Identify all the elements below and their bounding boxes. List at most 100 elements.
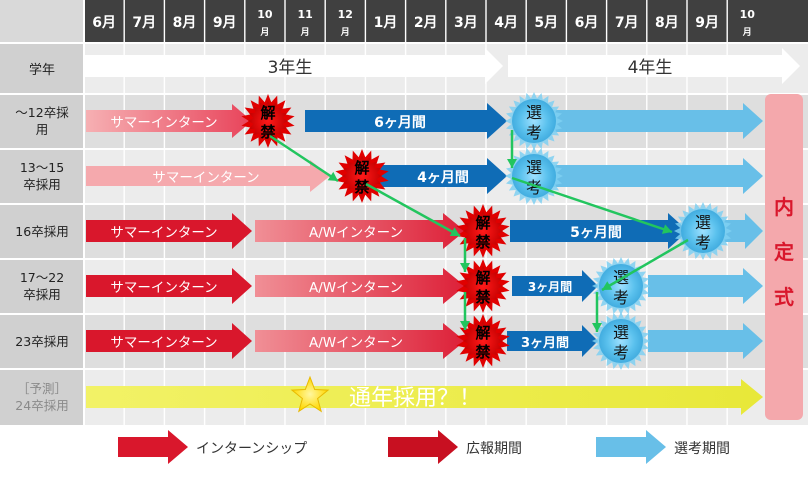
selection-period-arrow (545, 103, 763, 139)
pr-period-label: 3ヶ月間 (528, 280, 572, 294)
month-header-unit: 月 (259, 27, 269, 38)
kaikin-label: 解 (354, 159, 369, 177)
naitei-label: 式 (774, 285, 794, 309)
year-round-arrow (86, 379, 763, 415)
kaikin-label: 解 (475, 324, 490, 342)
row-label: 卒採用 (23, 177, 61, 192)
kaikin-label: 禁 (354, 178, 369, 196)
month-header: 8月 (173, 15, 197, 31)
month-header: 7月 (132, 15, 156, 31)
senko-label: 考 (613, 288, 629, 307)
selection-period-arrow (545, 158, 763, 194)
selection-shift-connector (601, 238, 689, 292)
row-label-bg (0, 259, 84, 314)
senko-label: 考 (695, 233, 711, 252)
row-label: 24卒採用 (15, 398, 68, 413)
summer-internship-arrow (86, 160, 330, 192)
senko-circle (599, 264, 643, 308)
month-header: 6月 (92, 15, 116, 31)
summer-internship-label: サマーインターン (110, 115, 217, 131)
senko-circle (599, 319, 643, 363)
legend-pr-label: 広報期間 (466, 441, 522, 457)
row-label: 〜12卒採 (15, 105, 69, 120)
kaikin-burst-inner (463, 266, 503, 306)
pr-period-label: 4ヶ月間 (417, 170, 469, 186)
month-header: 3月 (454, 15, 478, 31)
kaikin-shift-connector-head (449, 227, 460, 236)
summer-internship-label: サマーインターン (110, 225, 217, 241)
fourth-year-arrow (508, 48, 800, 84)
pr-period-label: 6ヶ月間 (374, 115, 426, 131)
row-label-bg (0, 369, 84, 426)
row-label-bg (0, 43, 84, 94)
pr-period-arrow (305, 103, 507, 139)
month-header: 1月 (374, 15, 398, 31)
senko-label: 選 (526, 103, 542, 122)
kaikin-burst-inner (463, 321, 503, 361)
row-label-bg (0, 314, 84, 369)
summer-internship-arrow (86, 323, 252, 359)
senko-circle (681, 209, 725, 253)
kaikin-label: 禁 (475, 288, 490, 306)
aw-internship-arrow (255, 268, 465, 304)
pr-period-label: 5ヶ月間 (570, 225, 622, 241)
month-header: 4月 (494, 15, 518, 31)
summer-internship-label: サマーインターン (110, 280, 217, 296)
month-header: 6月 (575, 15, 599, 31)
selection-period-arrow (648, 268, 763, 304)
pr-period-arrow (512, 270, 598, 302)
naitei-column (765, 94, 803, 420)
senko-label: 選 (526, 158, 542, 177)
senko-circle (512, 154, 556, 198)
row-label: 用 (36, 122, 49, 137)
senko-label: 選 (613, 323, 629, 342)
pr-period-label: 3ヶ月間 (521, 336, 569, 351)
legend-selection-arrow (596, 430, 666, 464)
senko-label: 考 (613, 343, 629, 362)
kaikin-burst-inner (248, 101, 288, 141)
header-corner (0, 0, 84, 43)
legend-internship-label: インターンシップ (196, 441, 307, 457)
month-header-unit: 月 (300, 27, 310, 38)
third-year-arrow (84, 48, 503, 84)
month-header: 9月 (695, 15, 719, 31)
summer-internship-arrow (86, 104, 252, 138)
aw-internship-label: A/Wインターン (309, 280, 403, 296)
month-header: 5月 (534, 15, 558, 31)
selection-shift-connector-head (602, 281, 613, 290)
month-header-number: 10 (740, 8, 756, 21)
summer-internship-label: サマーインターン (152, 170, 259, 186)
kaikin-label: 禁 (475, 343, 490, 361)
month-header: 8月 (655, 15, 679, 31)
aw-internship-arrow (255, 323, 465, 359)
grade-row-label: 学年 (29, 62, 55, 78)
summer-internship-arrow (86, 268, 252, 304)
kaikin-burst-inner (463, 211, 503, 251)
month-header-number: 11 (297, 8, 312, 21)
selection-shift-connector (511, 176, 673, 234)
naitei-label: 内 (774, 195, 794, 219)
senko-label: 考 (526, 178, 542, 197)
kaikin-shift-connector-head (460, 321, 470, 330)
kaikin-shift-connector (365, 182, 461, 238)
summer-internship-arrow (86, 213, 252, 249)
selection-shift-connector-head (507, 159, 517, 168)
row-label-bg (0, 204, 84, 259)
selection-shift-connector-head (592, 323, 602, 332)
senko-circle (512, 99, 556, 143)
aw-internship-label: A/Wインターン (309, 335, 403, 351)
row-label: 23卒採用 (15, 334, 68, 349)
fourth-year-label: 4年生 (628, 58, 673, 78)
month-header: 7月 (615, 15, 639, 31)
month-header: 2月 (414, 15, 438, 31)
year-round-label: 通年採用？！ (349, 386, 481, 411)
row-label-bg (0, 149, 84, 204)
legend-selection-label: 選考期間 (674, 441, 730, 457)
star-icon (290, 375, 330, 413)
kaikin-label: 解 (260, 104, 275, 122)
header-bar (0, 0, 808, 43)
row-label: 16卒採用 (15, 224, 68, 239)
kaikin-label: 禁 (475, 233, 490, 251)
senko-label: 選 (613, 268, 629, 287)
